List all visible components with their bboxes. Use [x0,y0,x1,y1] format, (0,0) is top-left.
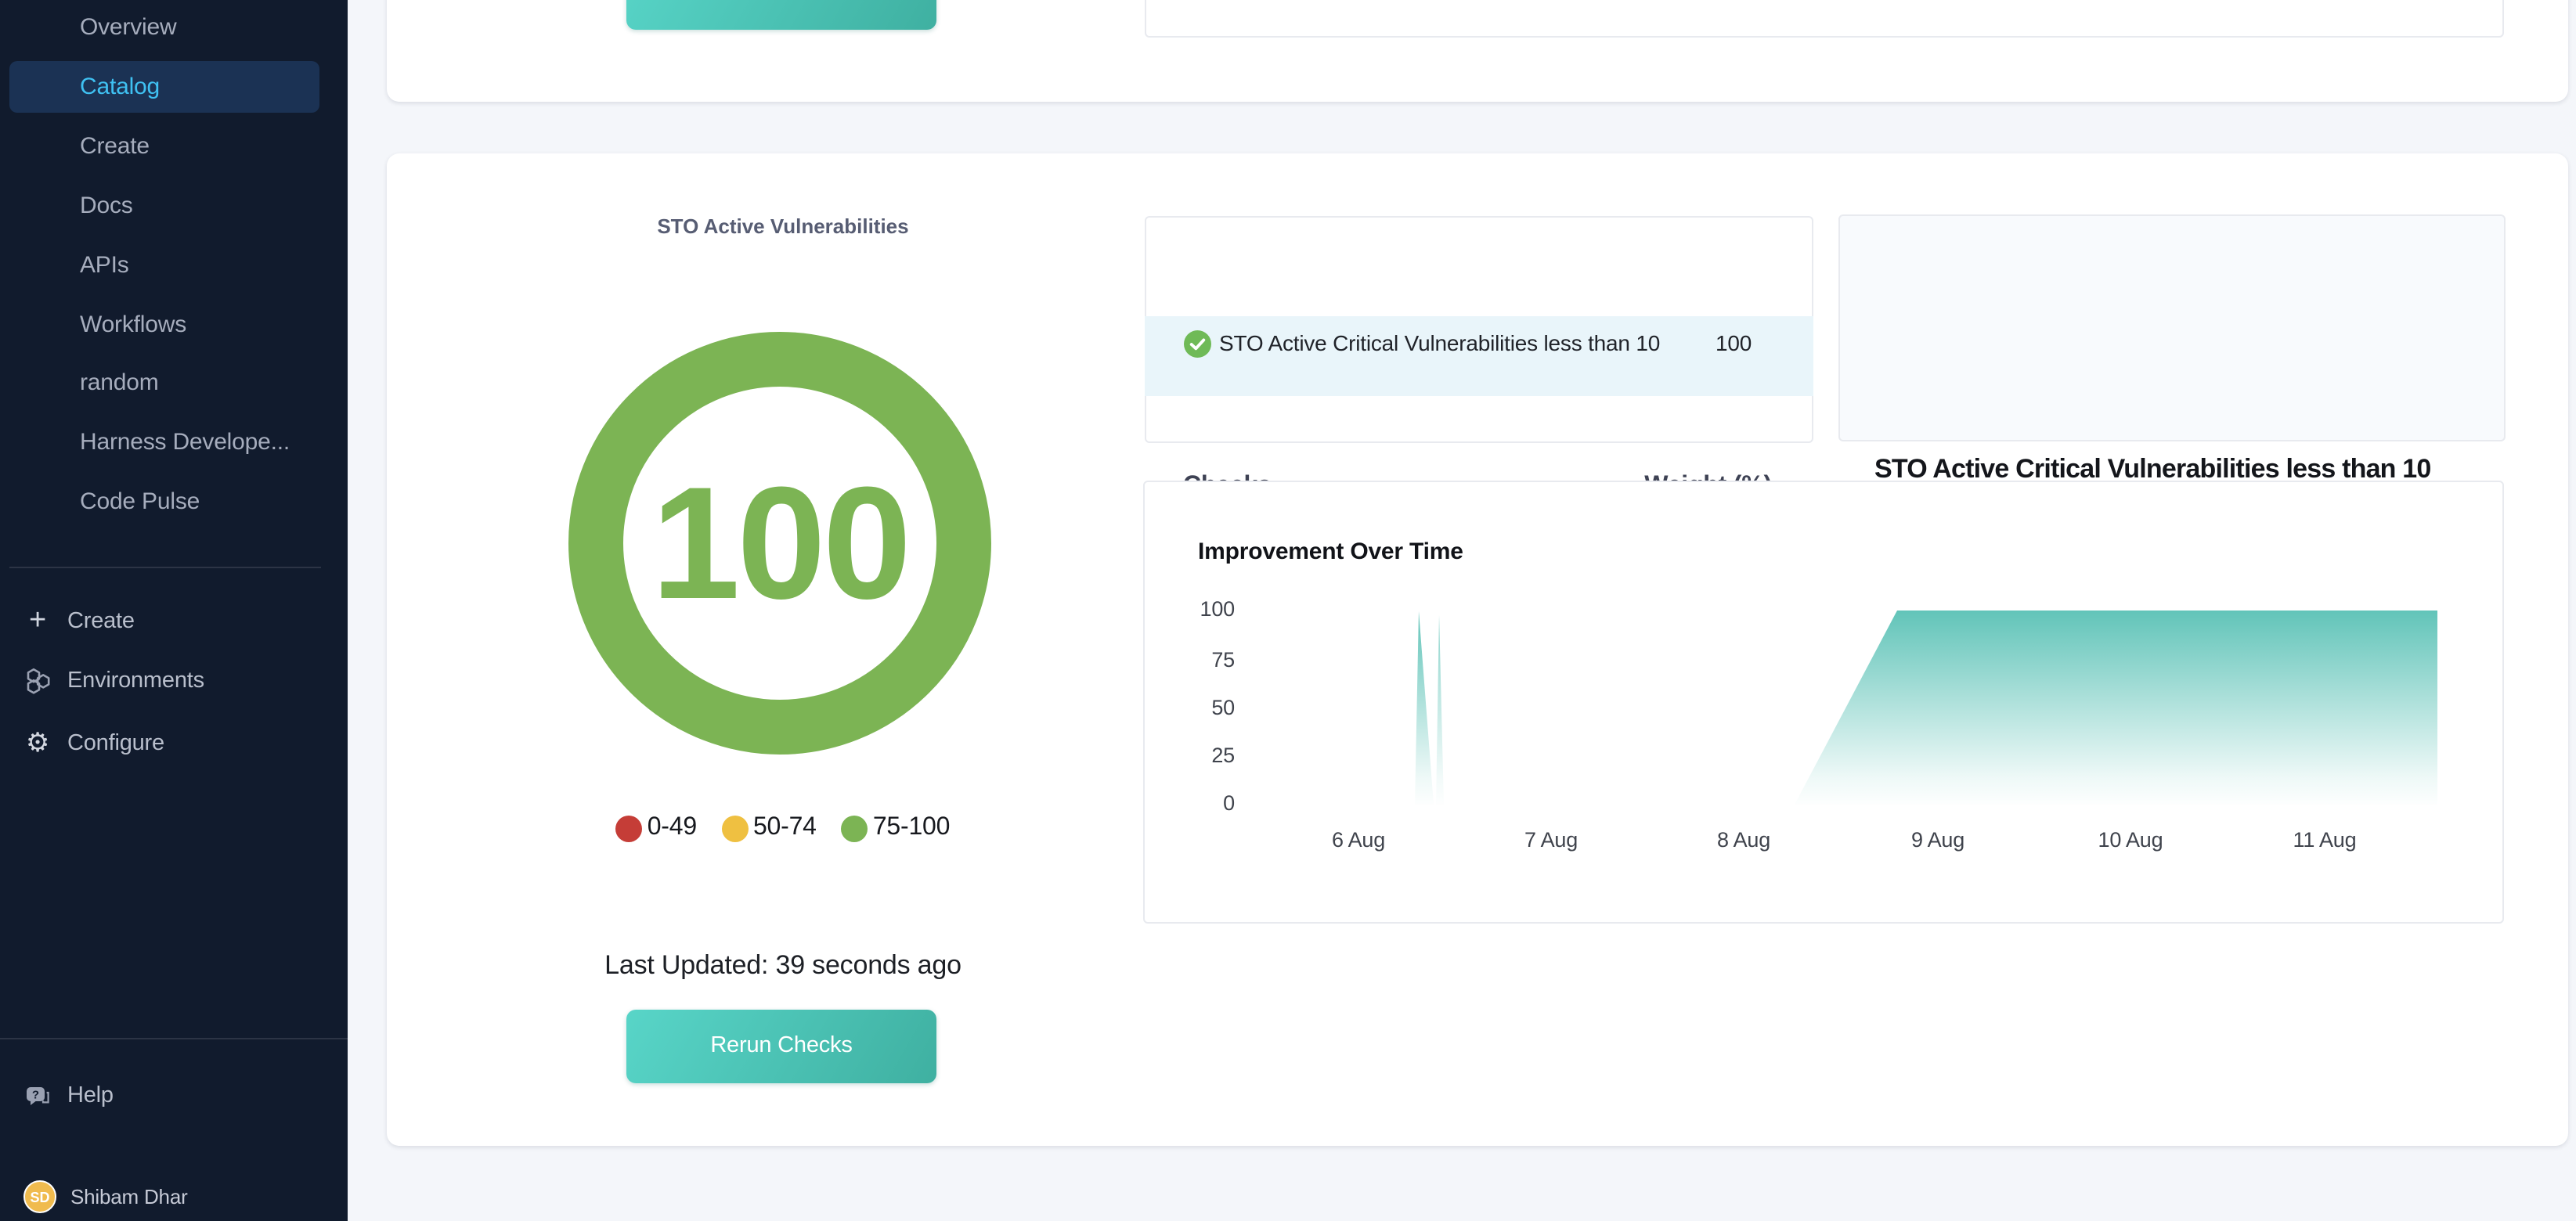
check-detail-title: STO Active Critical Vulnerabilities less… [1874,453,2431,483]
sidebar-bottom-divider [0,1038,348,1039]
sidebar-action-create[interactable]: + Create [0,600,348,641]
legend-item-red: 0-49 [615,814,697,842]
svg-text:?: ? [32,1089,39,1102]
x-tick-6aug: 6 Aug [1332,827,1385,851]
help-chat-icon: ? [23,1082,52,1110]
sidebar-item-overview[interactable]: Overview [80,14,177,41]
rerun-checks-button-top[interactable] [626,0,936,29]
area-plateau [1795,610,2437,804]
gear-icon: ⚙ [25,727,50,758]
y-tick-100: 100 [1200,596,1235,620]
check-name: STO Active Critical Vulnerabilities less… [1219,330,1661,355]
scorecard-title: STO Active Vulnerabilities [657,214,909,238]
sidebar-item-apis[interactable]: APIs [80,251,129,278]
x-tick-11aug: 11 Aug [2293,827,2357,851]
legend-item-yellow: 50-74 [721,814,817,842]
x-tick-8aug: 8 Aug [1717,827,1770,851]
previous-scorecard-card [386,0,2568,102]
hexagons-icon [23,667,52,695]
sidebar-action-configure[interactable]: ⚙ Configure [0,722,348,763]
check-circle-icon [1184,330,1211,358]
green-dot-icon [841,815,868,841]
red-dot-icon [615,815,643,841]
sidebar-item-harness-developer[interactable]: Harness Develope... [80,428,290,455]
sidebar-item-docs[interactable]: Docs [80,193,133,219]
sidebar-item-random[interactable]: random [80,369,159,396]
avatar: SD [23,1180,56,1213]
y-tick-0: 0 [1223,791,1235,814]
score-value: 100 [651,454,911,632]
score-legend: 0-49 50-74 75-100 [470,814,1096,842]
chart-title: Improvement Over Time [1198,538,1463,564]
y-tick-50: 50 [1211,695,1235,719]
rerun-checks-button[interactable]: Rerun Checks [626,1009,936,1082]
improvement-chart-card: Improvement Over Time 100 75 50 25 0 6 A… [1143,480,2504,924]
sidebar: Overview Catalog Create Docs APIs Workfl… [0,0,348,1221]
check-weight-value: 100 [1716,330,1752,355]
sidebar-help[interactable]: ? Help [0,1075,348,1116]
plus-icon: + [29,603,46,636]
sidebar-item-code-pulse[interactable]: Code Pulse [80,488,200,514]
x-tick-9aug: 9 Aug [1911,827,1964,851]
y-tick-25: 25 [1211,743,1235,766]
last-updated-text: Last Updated: 39 seconds ago [604,950,961,980]
legend-item-green: 75-100 [841,814,950,842]
sidebar-item-workflows[interactable]: Workflows [80,311,186,337]
user-name: Shibam Dhar [70,1185,188,1208]
score-gauge: 100 [568,332,991,755]
sidebar-item-catalog[interactable]: Catalog [80,73,161,99]
improvement-area-chart: 100 75 50 25 0 6 Aug 7 Aug 8 Aug 9 Aug 1… [1200,596,2437,851]
sidebar-action-environments[interactable]: Environments [0,661,348,701]
previous-checks-panel [1145,0,2504,38]
y-tick-75: 75 [1211,647,1235,671]
active-item-highlight [9,61,319,113]
check-detail-panel: STO Active Critical Vulnerabilities less… [1838,214,2505,574]
sidebar-item-create[interactable]: Create [80,133,150,160]
x-tick-10aug: 10 Aug [2098,827,2163,851]
x-tick-7aug: 7 Aug [1524,827,1578,851]
sidebar-divider [9,567,321,568]
yellow-dot-icon [721,815,749,841]
area-spike [1415,610,1434,804]
area-spike-2 [1436,614,1444,804]
check-table-row[interactable]: STO Active Critical Vulnerabilities less… [1145,315,1813,395]
